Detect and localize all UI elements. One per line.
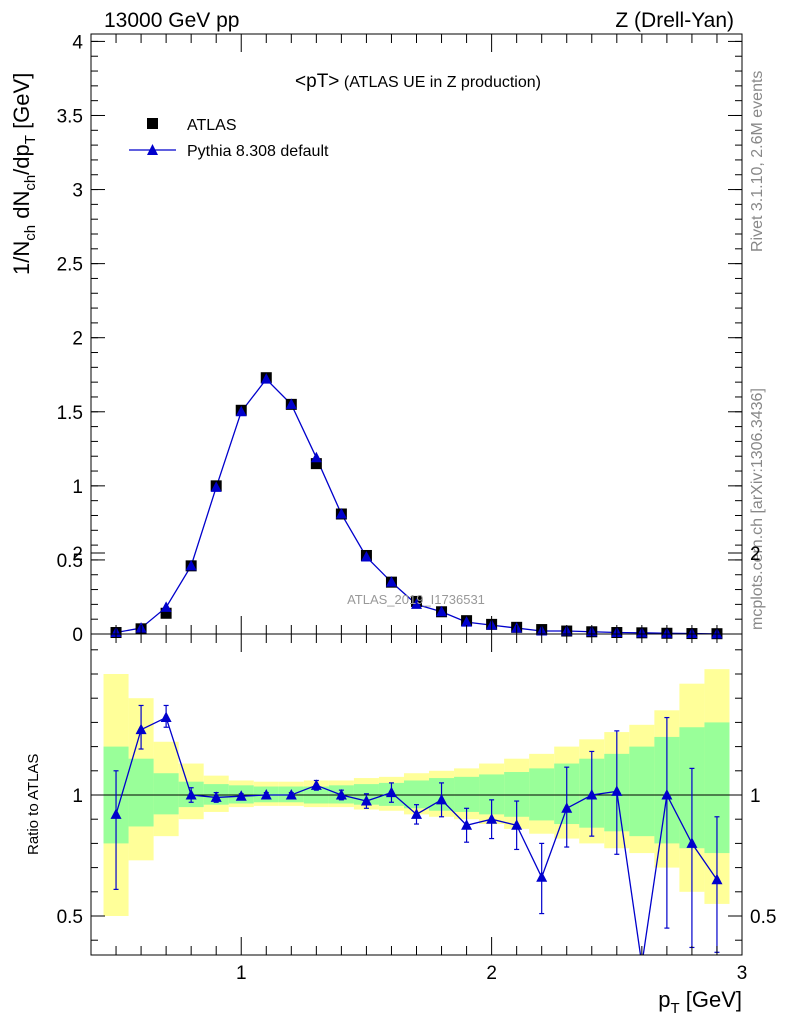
ratio-point [436, 793, 448, 805]
ratio-xtick-label: 1 [236, 963, 247, 984]
main-ytick-label: 2 [72, 329, 83, 350]
pythia-point [436, 605, 448, 617]
ratio-point [310, 779, 322, 790]
ratio-band-green [128, 758, 154, 827]
ratio-band-green [629, 746, 655, 837]
ratio-xtick-label: 2 [486, 963, 497, 984]
pythia-point [235, 405, 247, 417]
ratio-point [135, 723, 147, 735]
ratio-series [110, 704, 723, 969]
ratio-marks [110, 704, 723, 969]
legend-label-atlas: ATLAS [187, 117, 237, 134]
pythia-point [160, 601, 172, 612]
ratio-point [235, 790, 247, 801]
ratio-ytick-label-right: 0.5 [750, 907, 776, 928]
main-ytick-label: 0 [72, 625, 83, 646]
ratio-band-green [403, 780, 430, 809]
ratio-point [686, 837, 698, 848]
ratio-point [185, 789, 197, 800]
source-label: mcplots.cern.ch [arXiv:1306.3436] [749, 388, 766, 630]
atlas-point [310, 458, 322, 470]
pythia-point [260, 373, 272, 384]
ratio-point [411, 808, 422, 819]
main-ytick-label: 1 [72, 477, 83, 498]
pythia-point [210, 481, 222, 492]
ratio-point [160, 711, 172, 723]
y-axis-label: 1/Nch dNch/dpT [GeV] [9, 73, 39, 275]
legend-label-pythia: Pythia 8.308 default [187, 143, 329, 160]
ratio-ytick-label: 1 [72, 786, 83, 807]
pythia-point [411, 598, 422, 609]
pythia-point [360, 550, 372, 562]
ratio-panel: 0.5 0.5 1 1 2 2 1 2 3 Ratio to ATLAS pT [GeV] [25, 544, 776, 1017]
pythia-point [335, 508, 347, 519]
pythia-point [385, 576, 397, 587]
ratio-xtick-label: 3 [737, 963, 748, 984]
ratio-point [285, 789, 297, 800]
ratio-point [385, 786, 397, 798]
ratio-band-green [529, 768, 555, 821]
x-axis-label: pT [GeV] [658, 987, 742, 1017]
main-title-main: <pT> [295, 71, 339, 92]
ratio-point [210, 791, 222, 802]
ratio-point [536, 871, 548, 882]
ratio-point [636, 958, 647, 969]
main-ytick-label: 4 [72, 32, 83, 53]
ratio-ytick-label-right: 1 [750, 786, 761, 807]
ratio-point [711, 873, 723, 885]
legend: ATLAS Pythia 8.308 default [129, 117, 329, 160]
pythia-point [285, 398, 297, 409]
main-title: <pT> (ATLAS UE in Z production) [295, 71, 541, 92]
ratio-point [586, 789, 598, 800]
ratio-point [335, 789, 347, 800]
watermark: ATLAS_2019_I1736531 [347, 592, 485, 607]
pythia-point [185, 559, 197, 571]
ratio-point [561, 802, 573, 813]
ratio-point [511, 819, 523, 830]
pythia-point [310, 451, 322, 463]
ratio-point [486, 813, 498, 824]
ratio-axis-ticks: 0.5 0.5 1 1 2 2 1 2 3 [57, 544, 777, 984]
main-ytick-label: 3 [72, 181, 83, 202]
header-right: Z (Drell-Yan) [615, 9, 734, 32]
ratio-band-green [454, 776, 480, 812]
pythia-point [461, 616, 473, 627]
ratio-point [360, 795, 372, 806]
ratio-band-green [153, 773, 179, 815]
main-axis-ticks: 0 0.5 1 1.5 2 2.5 3 3.5 4 [57, 32, 742, 646]
ratio-y-axis-label: Ratio to ATLAS [25, 754, 42, 855]
legend-marker-atlas [147, 118, 158, 129]
main-ytick-label: 1.5 [57, 403, 83, 424]
ratio-point [611, 785, 623, 796]
ratio-bands [103, 669, 730, 916]
ratio-point [110, 808, 122, 819]
main-title-sub: (ATLAS UE in Z production) [344, 74, 541, 91]
atlas-point [160, 607, 172, 619]
ratio-point [461, 819, 473, 830]
main-panel: 0 0.5 1 1.5 2 2.5 3 3.5 4 <pT> (ATLAS UE in Z pr… [9, 32, 743, 646]
main-ytick-label: 3.5 [57, 106, 83, 127]
main-ytick-label: 0.5 [57, 551, 83, 572]
ratio-ytick-label-right: 2 [750, 544, 761, 565]
main-ytick-label: 2.5 [57, 255, 83, 276]
ratio-ytick-label: 0.5 [57, 907, 83, 928]
ratio-ytick-label: 2 [72, 544, 83, 565]
header-left: 13000 GeV pp [104, 9, 239, 32]
ratio-point [661, 789, 673, 800]
ratio-point [260, 789, 272, 800]
rivet-version-label: Rivet 3.1.10, 2.6M events [749, 71, 766, 252]
legend-marker-pythia [147, 144, 158, 155]
